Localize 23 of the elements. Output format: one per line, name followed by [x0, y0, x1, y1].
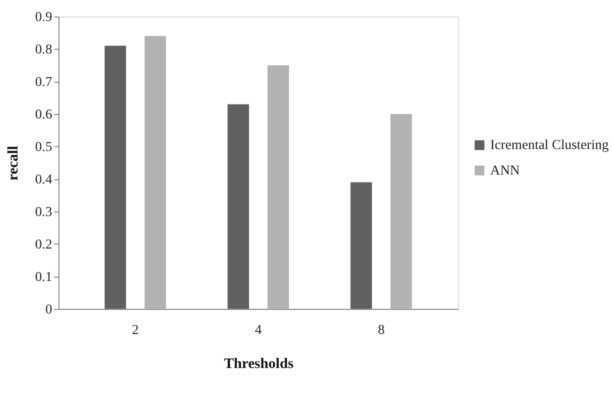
- y-tick-label: 0.9: [35, 8, 52, 24]
- y-axis-title: recall: [6, 146, 22, 181]
- legend-label: Icremental Clustering: [490, 137, 609, 152]
- bar: [350, 182, 372, 309]
- bar: [390, 114, 412, 309]
- y-tick-label: 0.1: [35, 268, 52, 284]
- legend-label: ANN: [490, 162, 520, 178]
- x-axis-title: Thresholds: [224, 356, 294, 372]
- bar: [268, 65, 289, 309]
- y-tick-label: 0.4: [35, 171, 52, 186]
- y-tick-label: 0.2: [35, 236, 52, 252]
- y-tick-label: 0.8: [35, 41, 52, 56]
- bar: [228, 104, 250, 309]
- y-tick-label: 0.5: [35, 138, 52, 154]
- y-tick-label: 0.6: [35, 106, 52, 122]
- x-tick-label: 2: [132, 322, 139, 337]
- bar: [144, 36, 166, 309]
- bar: [104, 46, 126, 309]
- y-tick-label: 0: [45, 301, 52, 316]
- x-tick-label: 4: [254, 322, 262, 337]
- x-tick-label: 8: [378, 322, 385, 337]
- y-tick-label: 0.3: [35, 204, 52, 219]
- y-tick-label: 0.7: [35, 74, 52, 89]
